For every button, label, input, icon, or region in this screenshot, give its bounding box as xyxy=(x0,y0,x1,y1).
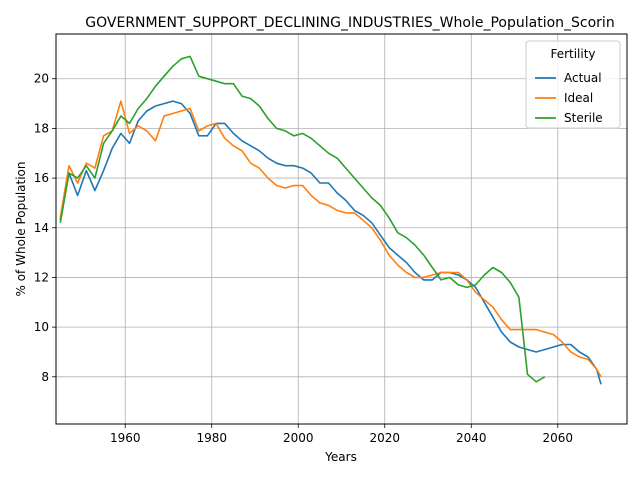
legend-label-actual: Actual xyxy=(564,71,602,85)
x-tick-label: 2060 xyxy=(543,431,574,445)
legend-label-ideal: Ideal xyxy=(564,91,593,105)
series-line-ideal xyxy=(59,100,602,378)
y-tick-label: 12 xyxy=(34,270,49,284)
series-lines xyxy=(59,55,602,385)
series-line-actual xyxy=(59,100,602,385)
legend-title: Fertility xyxy=(550,47,595,61)
y-axis: 8 10 12 14 16 18 20 xyxy=(34,72,56,384)
y-tick-label: 10 xyxy=(34,320,49,334)
x-tick-label: 1960 xyxy=(110,431,141,445)
legend-box xyxy=(525,40,621,129)
y-tick-label: 20 xyxy=(34,72,49,86)
x-tick-label: 2020 xyxy=(369,431,400,445)
legend: Fertility Actual Ideal Sterile xyxy=(525,40,621,129)
x-tick-label: 2000 xyxy=(283,431,314,445)
y-tick-label: 16 xyxy=(34,171,49,185)
x-axis: 1960 1980 2000 2020 2040 2060 xyxy=(110,424,573,445)
grid xyxy=(56,34,627,424)
y-tick-label: 14 xyxy=(34,221,49,235)
plot-frame xyxy=(55,33,628,425)
chart-title: GOVERNMENT_SUPPORT_DECLINING_INDUSTRIES_… xyxy=(85,15,614,31)
x-tick-label: 2040 xyxy=(456,431,487,445)
x-axis-label: Years xyxy=(324,450,357,464)
y-tick-label: 18 xyxy=(34,121,49,135)
y-axis-label: % of Whole Population xyxy=(14,162,28,297)
x-tick-label: 1980 xyxy=(196,431,227,445)
series-line-sterile xyxy=(59,55,546,383)
legend-label-sterile: Sterile xyxy=(564,111,603,125)
y-tick-label: 8 xyxy=(41,370,49,384)
